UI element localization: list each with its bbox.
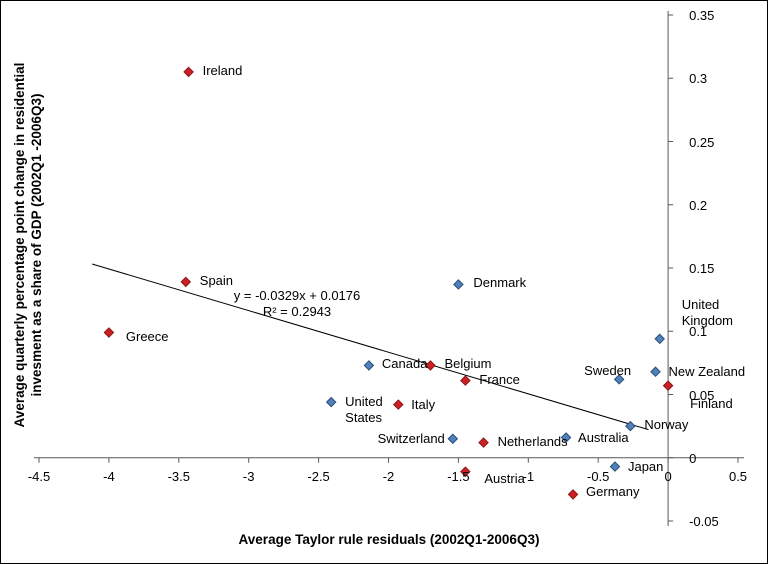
data-point-italy — [392, 399, 404, 410]
point-label-australia: Australia — [578, 429, 629, 445]
data-point-belgium — [425, 360, 436, 371]
point-label-united-kingdom: United Kingdom — [681, 296, 734, 328]
data-point-switzerland — [447, 433, 459, 445]
data-point-new-zealand — [650, 366, 661, 378]
trendline-annotation: y = -0.0329x + 0.0176 R² = 0.2943 — [234, 288, 360, 320]
y-tick-label-8: -0.05 — [689, 514, 719, 529]
y-tick-label-2: 0.25 — [689, 134, 715, 150]
y-tick-label-1: 0.3 — [689, 71, 708, 87]
y-tick-label-3: 0.2 — [689, 197, 708, 213]
point-label-austria: Austria — [484, 470, 525, 486]
x-tick-label-2: -3.5 — [167, 468, 190, 484]
x-tick-label-9: 0 — [664, 468, 672, 484]
point-label-spain: Spain — [199, 272, 234, 288]
point-label-finland: Finland — [690, 395, 733, 411]
point-label-italy: Italy — [411, 396, 436, 412]
point-label-denmark: Denmark — [473, 275, 527, 291]
x-tick-label-1: -4 — [103, 468, 115, 484]
data-point-united-states — [325, 396, 337, 408]
x-tick-label-3: -3 — [242, 468, 255, 484]
data-point-spain — [180, 276, 192, 288]
data-point-sweden — [613, 374, 625, 385]
data-point-france — [460, 375, 471, 386]
x-tick-label-6: -1.5 — [447, 468, 470, 484]
point-label-ireland: Ireland — [202, 62, 243, 78]
point-label-netherlands: Netherlands — [497, 433, 568, 449]
data-point-finland — [662, 380, 674, 391]
data-point-greece — [103, 327, 115, 338]
data-point-denmark — [453, 279, 464, 290]
x-tick-label-7: -1 — [522, 468, 535, 484]
trendline — [91, 263, 649, 431]
data-point-united-kingdom — [654, 333, 666, 345]
y-tick-label-5: 0.1 — [689, 324, 708, 340]
point-label-switzerland: Switzerland — [377, 430, 445, 446]
data-point-japan — [609, 461, 621, 472]
trendline-r-squared: R² = 0.2943 — [262, 304, 332, 319]
point-label-germany: Germany — [586, 484, 640, 500]
data-point-netherlands — [478, 437, 489, 448]
y-tick-label-7: 0 — [689, 450, 697, 466]
point-label-canada: Canada — [381, 356, 428, 372]
point-label-japan: Japan — [627, 458, 664, 474]
x-axis-title: Average Taylor rule residuals (2002Q1-20… — [238, 532, 540, 547]
point-label-united-states: United States — [345, 394, 383, 426]
x-tick-label-8: -0.5 — [586, 468, 610, 484]
point-label-sweden: Sweden — [584, 363, 632, 379]
y-tick-label-4: 0.15 — [689, 261, 715, 276]
x-tick-label-10: 0.5 — [728, 468, 748, 484]
point-label-france: France — [479, 371, 520, 387]
data-point-norway — [625, 420, 636, 432]
data-point-germany — [567, 489, 579, 500]
y-axis-title: Average quarterly percentage point chang… — [12, 62, 44, 428]
x-tick-label-0: -4.5 — [27, 468, 51, 484]
point-label-norway: Norway — [644, 417, 689, 433]
point-label-greece: Greece — [125, 328, 169, 344]
trendline-equation: y = -0.0329x + 0.0176 — [233, 288, 361, 303]
x-tick-label-4: -2.5 — [307, 468, 330, 484]
y-tick-label-0: 0.35 — [689, 8, 715, 23]
data-point-austria — [460, 466, 471, 477]
y-tick-label-6: 0.05 — [689, 387, 715, 403]
x-tick-label-5: -2 — [382, 468, 395, 484]
data-point-ireland — [183, 66, 194, 78]
data-point-canada — [363, 360, 375, 371]
point-label-new-zealand: New Zealand — [668, 363, 746, 379]
point-label-belgium: Belgium — [444, 356, 492, 372]
data-point-australia — [560, 432, 572, 443]
